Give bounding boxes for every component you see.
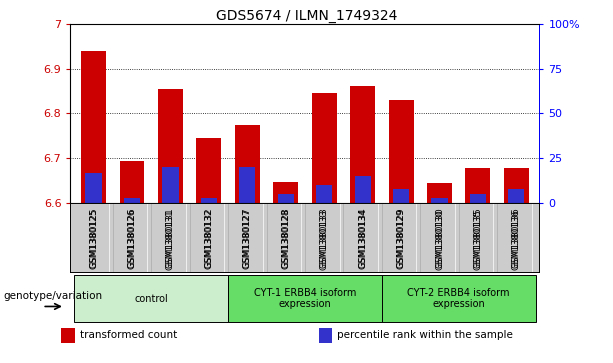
Text: GSM1380132: GSM1380132: [204, 207, 213, 268]
Bar: [278, 194, 294, 203]
Text: GSM1380127: GSM1380127: [243, 209, 252, 269]
Bar: [350, 86, 375, 203]
Text: GSM1380129: GSM1380129: [397, 207, 406, 268]
Bar: [158, 89, 183, 203]
Text: GSM1380125: GSM1380125: [89, 207, 98, 268]
Bar: [465, 168, 490, 203]
Bar: [85, 173, 102, 203]
Text: GSM1380135: GSM1380135: [473, 209, 482, 270]
Text: GSM1380125: GSM1380125: [89, 209, 98, 269]
Bar: [427, 183, 452, 203]
Bar: [432, 198, 447, 203]
Bar: [239, 167, 256, 203]
Bar: [316, 185, 332, 203]
Bar: [393, 189, 409, 203]
Text: GSM1380131: GSM1380131: [166, 209, 175, 270]
Text: GSM1380133: GSM1380133: [320, 209, 329, 270]
Bar: [354, 176, 371, 203]
Text: GSM1380134: GSM1380134: [358, 207, 367, 268]
Bar: [196, 138, 221, 203]
Text: GSM1380128: GSM1380128: [281, 209, 290, 269]
Bar: [235, 125, 260, 203]
Bar: [311, 93, 337, 203]
Text: percentile rank within the sample: percentile rank within the sample: [337, 330, 513, 340]
Bar: [228, 275, 382, 322]
Text: GSM1380135: GSM1380135: [473, 207, 482, 268]
Text: control: control: [134, 294, 168, 303]
Text: GSM1380132: GSM1380132: [204, 209, 213, 269]
Text: GSM1380136: GSM1380136: [512, 209, 521, 270]
Text: GSM1380131: GSM1380131: [166, 207, 175, 268]
Text: GSM1380133: GSM1380133: [320, 207, 329, 268]
Text: GSM1380129: GSM1380129: [397, 209, 406, 269]
Text: GSM1380134: GSM1380134: [358, 209, 367, 269]
Bar: [382, 275, 536, 322]
Text: GDS5674 / ILMN_1749324: GDS5674 / ILMN_1749324: [216, 9, 397, 23]
Text: CYT-2 ERBB4 isoform
expression: CYT-2 ERBB4 isoform expression: [408, 288, 510, 309]
Text: GSM1380128: GSM1380128: [281, 207, 290, 268]
Bar: [389, 100, 414, 203]
Text: GSM1380126: GSM1380126: [128, 209, 137, 269]
Text: GSM1380130: GSM1380130: [435, 207, 444, 268]
Text: GSM1380136: GSM1380136: [512, 207, 521, 268]
Text: GSM1380126: GSM1380126: [128, 207, 137, 268]
Bar: [504, 168, 529, 203]
Text: GSM1380130: GSM1380130: [435, 209, 444, 270]
Text: transformed count: transformed count: [80, 330, 177, 340]
Bar: [162, 167, 178, 203]
Bar: [470, 194, 486, 203]
Text: GSM1380127: GSM1380127: [243, 207, 252, 268]
Bar: [508, 189, 525, 203]
Bar: [124, 198, 140, 203]
Bar: [120, 160, 145, 203]
Text: genotype/variation: genotype/variation: [3, 291, 102, 301]
Bar: [74, 275, 228, 322]
Bar: [273, 182, 299, 203]
Text: CYT-1 ERBB4 isoform
expression: CYT-1 ERBB4 isoform expression: [254, 288, 356, 309]
Bar: [81, 50, 106, 203]
Bar: [200, 198, 217, 203]
